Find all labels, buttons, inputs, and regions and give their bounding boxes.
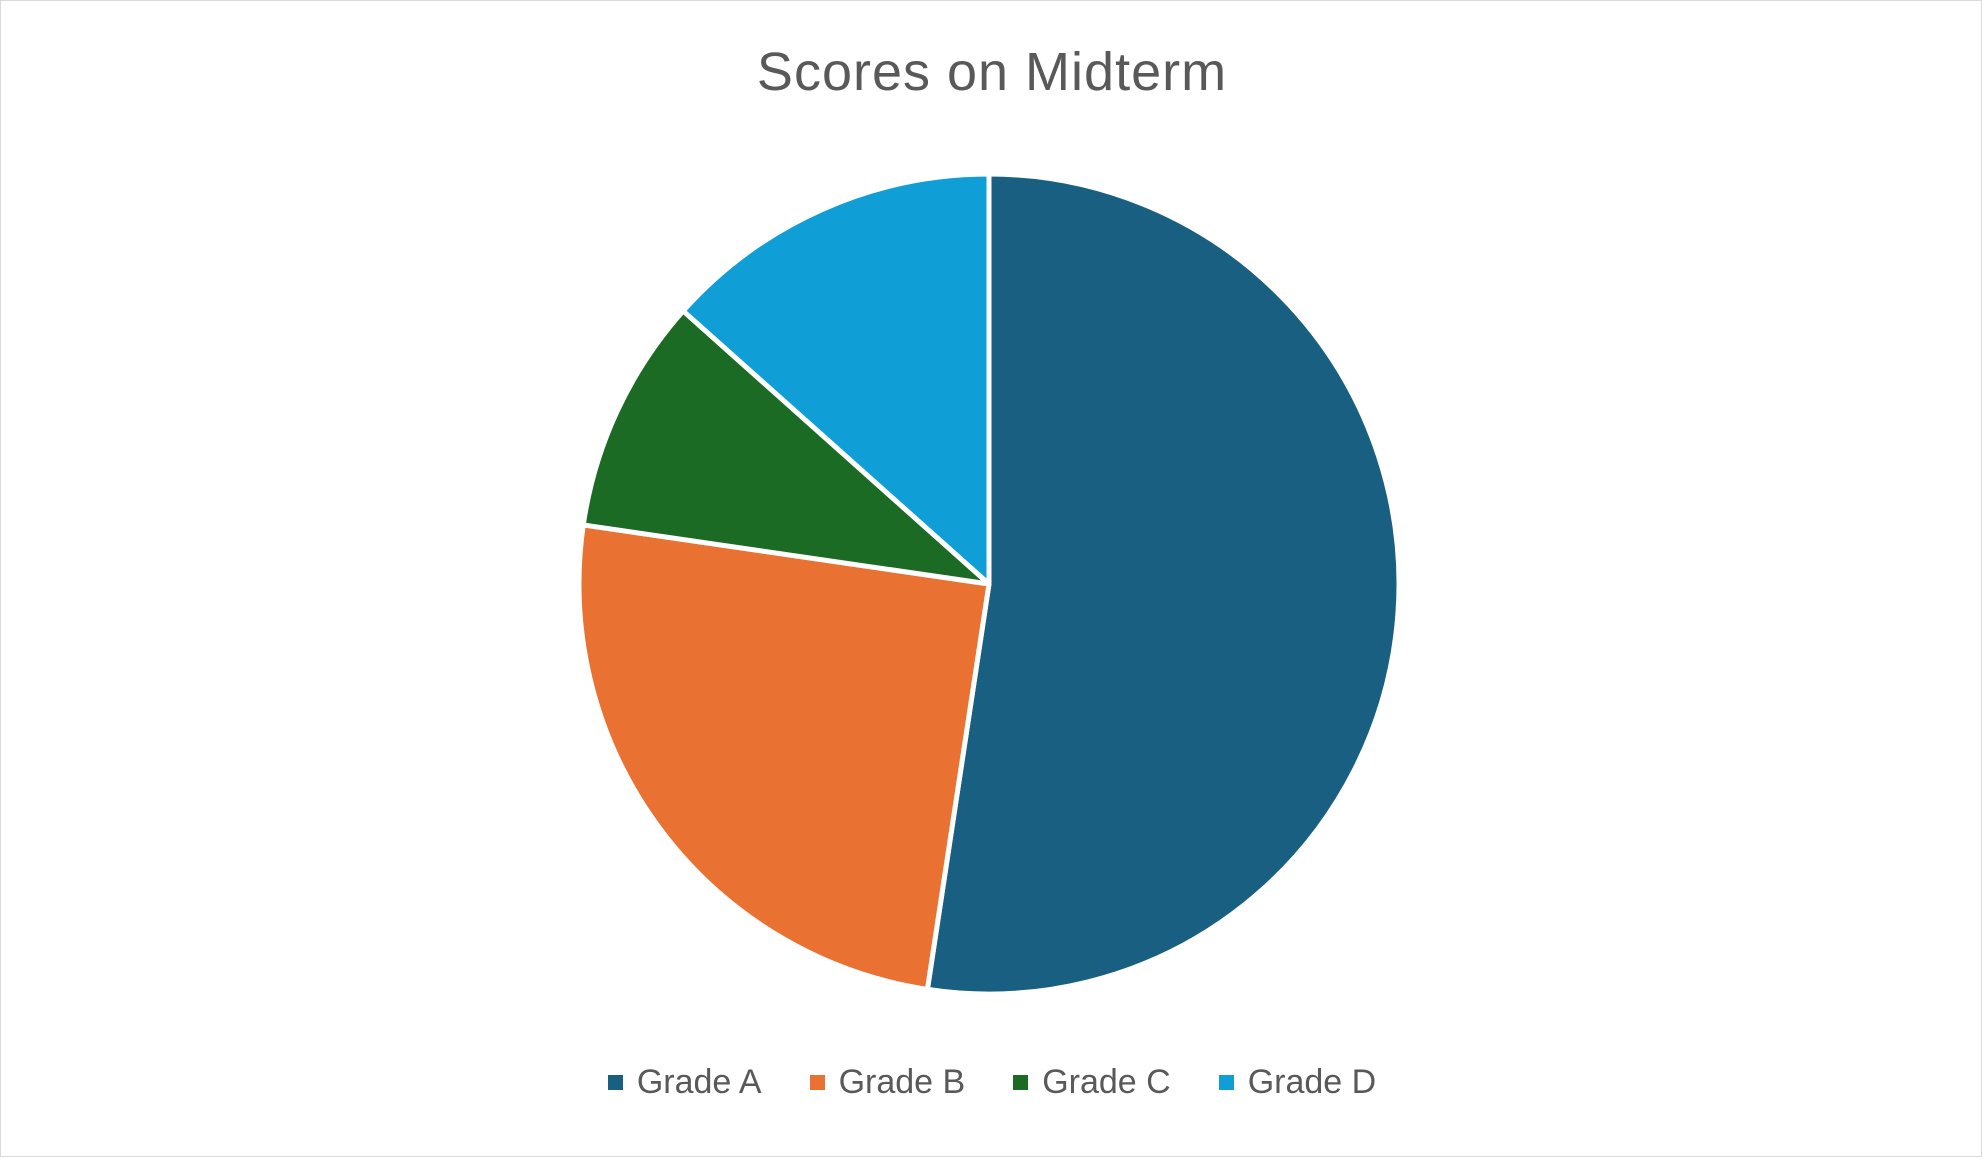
legend-swatch [1013,1075,1029,1090]
legend-swatch [1218,1075,1234,1090]
legend-item-grade-d: Grade D [1218,1063,1377,1102]
legend-item-grade-a: Grade A [607,1063,762,1102]
legend-label: Grade D [1247,1063,1377,1101]
legend-swatch [809,1075,825,1090]
legend-label: Grade A [636,1063,762,1101]
legend-swatch [607,1075,623,1090]
pie-slice-grade-b [576,522,992,992]
pie-slice-grade-a [924,171,1402,997]
legend-label: Grade B [838,1063,966,1101]
chart-legend: Grade A Grade B Grade C Grade D [1,1063,1982,1102]
legend-item-grade-c: Grade C [1013,1063,1171,1102]
pie-slice-grade-c [580,308,992,587]
legend-item-grade-b: Grade B [809,1063,966,1102]
legend-label: Grade C [1042,1063,1171,1101]
chart-title: Scores on Midterm [756,42,1228,102]
pie-slice-grade-d [680,171,992,587]
